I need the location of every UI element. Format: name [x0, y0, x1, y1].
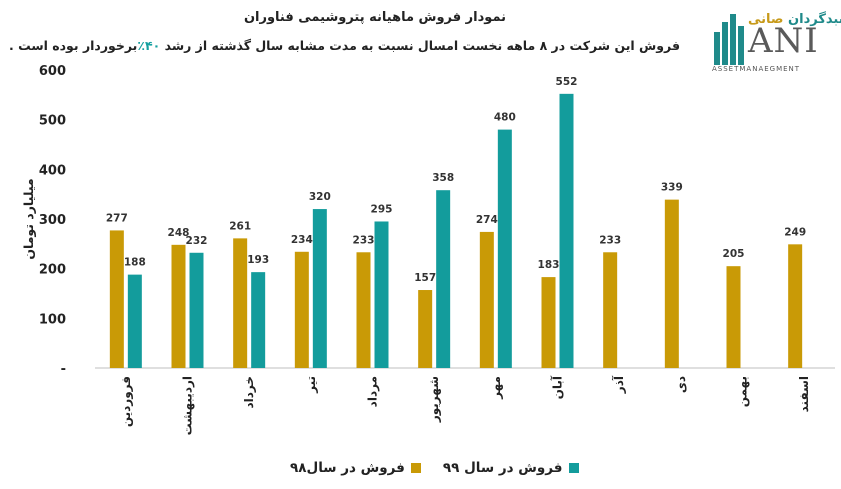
chart-legend: فروش در سال ۹۹ فروش در سال۹۸: [290, 460, 579, 476]
y-tick-label: 200: [39, 263, 66, 278]
subtitle-text-start: فروش این شرکت در ۸ ماهه نخست امسال نسبت …: [160, 38, 680, 53]
y-tick-label: 400: [39, 163, 66, 178]
x-tick-label: خرداد: [242, 376, 256, 409]
chart-title: نمودار فروش ماهیانه پتروشیمی فناوران: [243, 10, 507, 25]
y-tick-label: 300: [39, 213, 66, 228]
bar-98: [664, 199, 679, 368]
y-tick-label: 600: [39, 64, 66, 79]
bar-98: [479, 231, 494, 368]
data-label-99: 480: [494, 112, 516, 124]
x-tick-label: بهمن: [736, 376, 750, 407]
legend-swatch-98: [410, 463, 421, 473]
data-label-99: 193: [247, 254, 269, 266]
bar-99: [251, 272, 266, 368]
bar-98: [171, 244, 186, 368]
x-tick-label: اسفند: [797, 376, 811, 412]
logo-brand: سبدگردان صانی: [748, 12, 841, 27]
x-tick-label: مرداد: [366, 376, 380, 407]
legend-label-98: فروش در سال۹۸: [290, 460, 405, 476]
bar-99: [559, 93, 574, 368]
y-tick-label: -: [61, 362, 66, 377]
bar-98: [109, 230, 124, 368]
data-label-98: 183: [538, 259, 560, 271]
data-label-98: 248: [168, 227, 190, 239]
bar-98: [541, 277, 556, 368]
data-label-98: 233: [599, 234, 621, 246]
data-label-98: 261: [229, 220, 251, 232]
data-label-98: 277: [106, 212, 128, 224]
data-label-99: 320: [309, 191, 331, 203]
data-label-98: 205: [723, 248, 745, 260]
x-tick-label: تیر: [304, 376, 318, 394]
data-label-98: 339: [661, 182, 683, 194]
chart-subtitle: فروش این شرکت در ۸ ماهه نخست امسال نسبت …: [9, 38, 680, 53]
y-tick-label: 500: [39, 114, 66, 129]
bar-98: [603, 252, 618, 368]
bar-98: [418, 290, 433, 368]
bar-98: [726, 266, 741, 368]
subtitle-growth-highlight: ۴۰٪: [137, 38, 161, 53]
x-tick-label: مهر: [489, 376, 503, 400]
bar-99: [127, 274, 142, 368]
bar-98: [356, 252, 371, 368]
legend-item-98: فروش در سال۹۸: [290, 460, 421, 476]
y-axis-title: میلیارد تومان: [21, 178, 36, 259]
legend-item-99: فروش در سال ۹۹: [443, 460, 579, 476]
data-label-99: 232: [186, 235, 208, 247]
logo-brand-accent: صانی: [748, 12, 784, 27]
data-label-98: 234: [291, 234, 313, 246]
logo-bars-icon: [714, 14, 744, 65]
data-label-98: 249: [784, 226, 806, 238]
x-tick-label: دی: [674, 376, 688, 393]
logo-brand-name: سبدگردان: [788, 12, 841, 27]
x-tick-label: فروردین: [119, 376, 134, 427]
x-tick-label: آذر: [611, 375, 626, 394]
bar-98: [233, 238, 248, 368]
bar-99: [497, 129, 512, 368]
logo-letters: ANI: [748, 21, 819, 61]
x-tick-label: آبان: [550, 375, 565, 399]
data-label-99: 295: [371, 203, 393, 215]
x-tick-label: اردیبهشت: [181, 376, 195, 435]
data-label-99: 552: [556, 76, 578, 88]
bar-98: [294, 251, 309, 368]
subtitle-text-end: برخوردار بوده است .: [9, 38, 138, 53]
bar-99: [189, 252, 204, 368]
legend-label-99: فروش در سال ۹۹: [442, 460, 563, 476]
y-tick-label: 100: [39, 312, 66, 327]
bar-99: [312, 209, 327, 368]
x-tick-label: شهریور: [427, 376, 442, 423]
bar-99: [436, 190, 451, 368]
data-label-98: 157: [414, 272, 436, 284]
data-label-98: 274: [476, 214, 498, 226]
company-logo: سبدگردان صانی ANI ASSETMANAEGMENT: [712, 10, 841, 80]
data-label-99: 188: [124, 257, 146, 269]
logo-subtitle: ASSETMANAEGMENT: [712, 65, 801, 73]
bar-99: [374, 221, 389, 368]
bar-chart: - 100 200 300 400 500 600 میلیارد تومان 277 188 فر…: [21, 64, 835, 435]
data-label-99: 358: [432, 172, 454, 184]
data-label-98: 233: [353, 234, 375, 246]
legend-swatch-99: [568, 463, 579, 473]
bar-98: [788, 244, 803, 368]
